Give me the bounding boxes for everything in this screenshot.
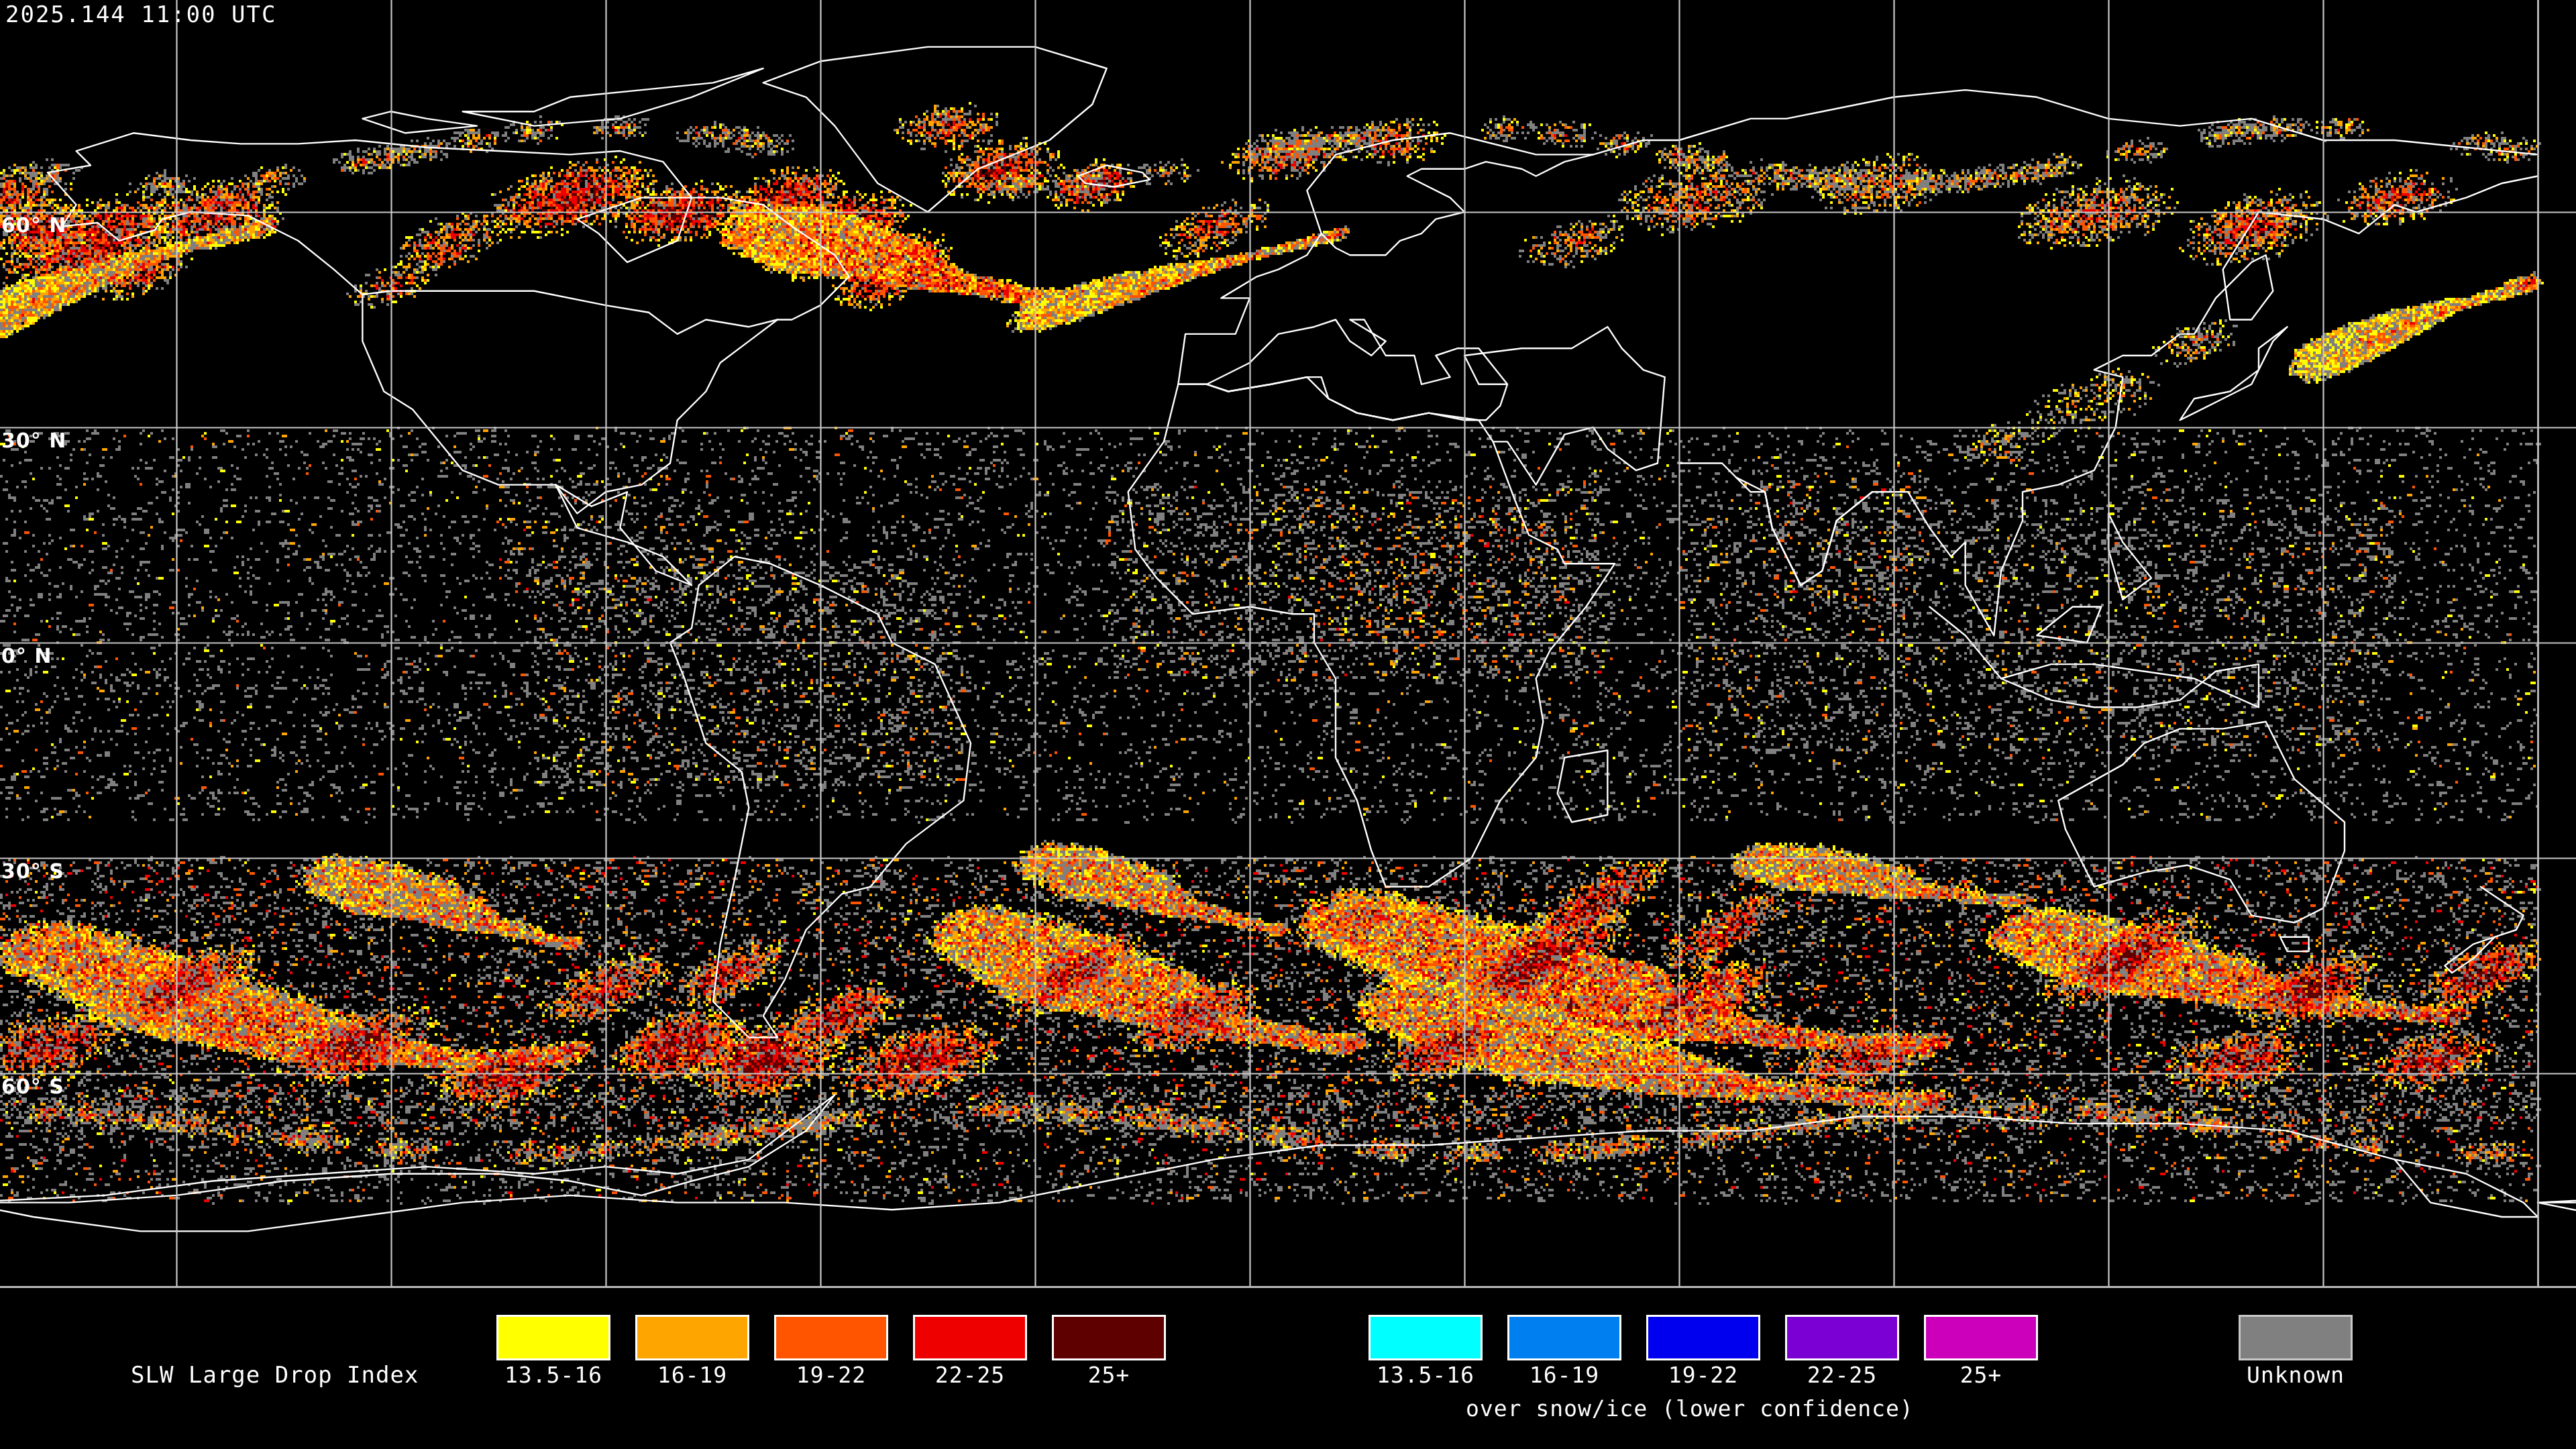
legend-bar: SLW Large Drop Index 13.5-16 16-19 19-22… (0, 1288, 2576, 1449)
legend-swatch-snowice-25plus[interactable] (1924, 1315, 2038, 1360)
legend-swatch-snowice-13.5-16[interactable] (1368, 1315, 1483, 1360)
legend-label-clear-13.5-16: 13.5-16 (504, 1362, 603, 1388)
legend-swatch-snowice-19-22[interactable] (1646, 1315, 1760, 1360)
legend-snowice-caption: over snow/ice (lower confidence) (1466, 1395, 1914, 1421)
legend-label-clear-19-22: 19-22 (796, 1362, 867, 1388)
legend-title: SLW Large Drop Index (131, 1362, 419, 1389)
legend-label-snowice-25plus: 25+ (1960, 1362, 2002, 1388)
legend-swatch-unknown[interactable] (2239, 1315, 2353, 1360)
legend-label-clear-22-25: 22-25 (934, 1362, 1006, 1388)
legend-swatch-clear-19-22[interactable] (774, 1315, 888, 1360)
lat-label-60n: 60° N (1, 214, 67, 237)
legend-swatch-clear-13.5-16[interactable] (496, 1315, 610, 1360)
lat-label-0n: 0° N (1, 645, 52, 668)
legend-label-snowice-13.5-16: 13.5-16 (1376, 1362, 1475, 1388)
legend-swatch-clear-16-19[interactable] (635, 1315, 749, 1360)
legend-swatch-clear-22-25[interactable] (913, 1315, 1027, 1360)
legend-swatch-snowice-22-25[interactable] (1785, 1315, 1899, 1360)
legend-swatch-clear-25plus[interactable] (1052, 1315, 1166, 1360)
legend-label-clear-25plus: 25+ (1087, 1362, 1130, 1388)
legend-swatch-snowice-16-19[interactable] (1507, 1315, 1621, 1360)
lat-label-30n: 30° N (1, 429, 67, 453)
world-map-panel[interactable]: 2025.144 11:00 UTC 60° N 30° N 0° N 30° … (0, 0, 2576, 1288)
legend-label-unknown: Unknown (2246, 1362, 2345, 1388)
lat-label-30s: 30° S (1, 860, 64, 883)
legend-label-snowice-19-22: 19-22 (1668, 1362, 1739, 1388)
lat-label-60s: 60° S (1, 1075, 64, 1099)
slw-index-map-canvas[interactable] (0, 0, 2576, 1288)
timestamp-label: 2025.144 11:00 UTC (5, 1, 277, 28)
legend-label-clear-16-19: 16-19 (657, 1362, 728, 1388)
legend-label-snowice-22-25: 22-25 (1807, 1362, 1878, 1388)
legend-label-snowice-16-19: 16-19 (1529, 1362, 1600, 1388)
